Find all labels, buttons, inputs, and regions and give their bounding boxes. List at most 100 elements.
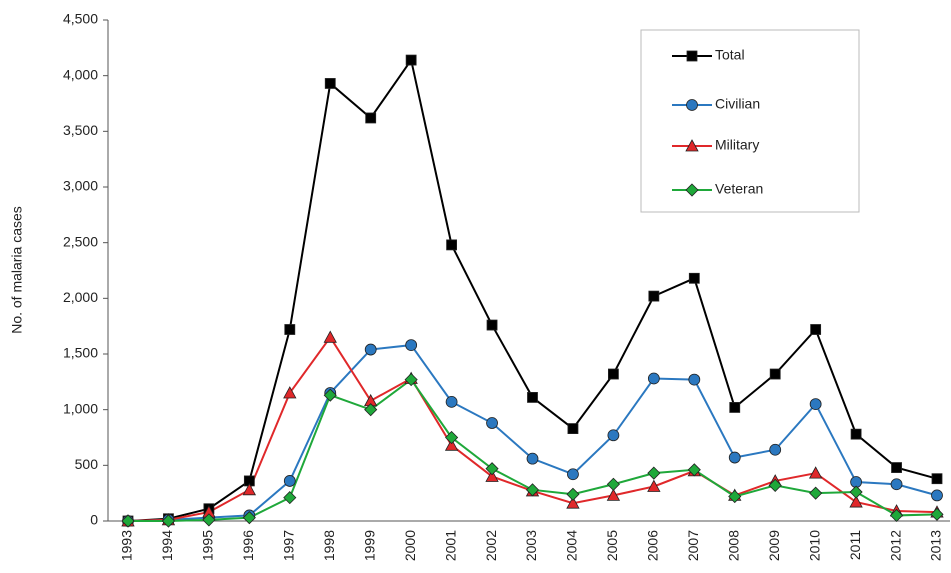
- data-point: [405, 339, 418, 351]
- data-point: [525, 483, 540, 497]
- legend-label: Total: [715, 47, 745, 63]
- data-point: [323, 388, 337, 402]
- data-point: [567, 468, 579, 481]
- data-point: [485, 469, 499, 482]
- x-tick-label: 2004: [564, 530, 580, 561]
- data-point: [405, 54, 417, 66]
- x-tick-label: 2001: [442, 530, 458, 561]
- data-point: [121, 514, 135, 528]
- y-tick-label: 0: [90, 512, 98, 528]
- x-tick-label: 1996: [240, 530, 256, 561]
- x-tick-label: 1994: [159, 530, 175, 561]
- data-point: [526, 452, 539, 465]
- data-point: [283, 386, 297, 399]
- data-point: [485, 462, 499, 476]
- data-point: [648, 290, 660, 302]
- x-tick-label: 1993: [119, 530, 135, 561]
- x-tick-label: 2013: [928, 530, 944, 561]
- data-point: [364, 343, 377, 356]
- data-point: [486, 417, 498, 429]
- legend-label: Military: [715, 137, 759, 153]
- y-tick-label: 1,000: [63, 400, 98, 416]
- x-tick-label: 2011: [847, 530, 863, 560]
- data-point: [931, 489, 943, 502]
- data-point: [566, 487, 580, 501]
- y-tick-label: 3,000: [63, 178, 98, 194]
- data-point: [606, 488, 621, 501]
- data-point: [242, 482, 257, 496]
- data-point: [849, 495, 863, 508]
- x-tick-label: 2005: [604, 530, 620, 561]
- data-point: [607, 429, 620, 442]
- data-point: [161, 514, 176, 528]
- x-tick-label: 2009: [766, 530, 782, 561]
- data-point: [809, 398, 822, 411]
- x-tick-label: 2002: [483, 530, 499, 561]
- data-point: [567, 423, 579, 434]
- data-point: [808, 466, 823, 479]
- data-point: [849, 485, 863, 499]
- x-tick-label: 1998: [321, 530, 337, 561]
- data-point: [769, 368, 781, 380]
- x-tick-label: 2003: [523, 530, 539, 561]
- data-point: [445, 430, 459, 445]
- data-point: [404, 373, 418, 387]
- data-point: [647, 372, 660, 385]
- data-point: [688, 373, 701, 386]
- y-tick-label: 2,500: [63, 233, 98, 249]
- y-tick-label: 500: [75, 456, 99, 472]
- data-point: [647, 479, 661, 492]
- data-point: [850, 428, 862, 440]
- data-point: [364, 403, 378, 417]
- data-point: [728, 451, 741, 464]
- x-tick-label: 1999: [361, 530, 377, 561]
- legend-box: [640, 29, 860, 213]
- y-tick-label: 1,500: [63, 345, 98, 361]
- data-point: [810, 324, 822, 335]
- data-point: [728, 489, 742, 504]
- legend-marker: [686, 50, 698, 62]
- x-tick-label: 2000: [402, 530, 418, 561]
- x-tick-label: 1995: [200, 530, 216, 561]
- y-tick-label: 4,000: [63, 66, 98, 82]
- x-tick-label: 2012: [887, 530, 903, 561]
- data-point: [445, 395, 458, 408]
- data-point: [283, 491, 297, 505]
- data-point: [688, 272, 700, 284]
- data-point: [729, 402, 741, 413]
- y-tick-label: 3,500: [63, 122, 98, 138]
- data-point: [930, 507, 944, 521]
- data-point: [486, 319, 498, 331]
- data-point: [889, 508, 904, 522]
- legend-label: Civilian: [715, 96, 760, 112]
- legend-marker: [685, 139, 699, 152]
- data-point: [446, 239, 458, 251]
- data-point: [890, 478, 903, 491]
- data-point: [608, 368, 619, 380]
- data-point: [891, 462, 902, 473]
- x-tick-label: 2008: [725, 530, 741, 561]
- x-tick-label: 2006: [645, 530, 661, 561]
- data-point: [324, 78, 336, 89]
- data-point: [768, 478, 782, 492]
- x-tick-label: 2007: [685, 530, 701, 561]
- y-tick-label: 2,000: [63, 289, 98, 305]
- data-point: [566, 496, 580, 509]
- data-point: [527, 392, 538, 403]
- y-tick-label: 4,500: [63, 11, 98, 27]
- data-point: [687, 463, 701, 477]
- legend-marker: [686, 99, 698, 111]
- data-point: [283, 475, 296, 487]
- data-point: [769, 443, 782, 456]
- y-axis-label: No. of malaria cases: [9, 206, 25, 334]
- x-tick-label: 1997: [281, 530, 297, 561]
- data-point: [202, 513, 216, 527]
- data-point: [931, 473, 943, 485]
- data-point: [606, 477, 620, 491]
- data-point: [365, 112, 377, 124]
- data-point: [284, 324, 296, 335]
- legend-label: Veteran: [715, 181, 763, 197]
- x-tick-label: 2010: [806, 530, 822, 561]
- data-point: [444, 438, 459, 451]
